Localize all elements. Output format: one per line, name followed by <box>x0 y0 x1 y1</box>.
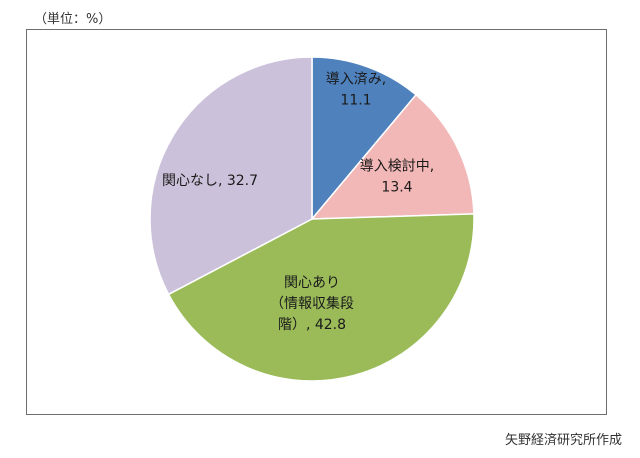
pie-chart: 導入済み, 11.1 導入検討中, 13.4 関心あり （情報収集段階）, 42.8 関心な… <box>149 56 475 382</box>
pie-slice-4 <box>149 56 313 296</box>
pie-slice-label-line: 11.1 <box>340 93 371 109</box>
pie-slice-label-1: 導入済み, 11.1 <box>326 72 386 109</box>
unit-label: （単位：%） <box>34 12 112 27</box>
pie-labels: 導入済み, 11.1 導入検討中, 13.4 関心あり （情報収集段階）, 42.8 関心な… <box>162 72 434 334</box>
pie-slice-label-line: 導入検討中, <box>360 159 434 175</box>
pie-slice-label-4: 関心なし, 32.7 <box>162 173 258 189</box>
pie-slice-3 <box>167 213 475 382</box>
pie-slice-label-line: 関心なし, 32.7 <box>162 173 258 189</box>
pie-slice-label-2: 導入検討中, 13.4 <box>360 159 434 196</box>
pie-slice-1 <box>311 56 418 222</box>
pie-slice-label-3: 関心あり （情報収集段階）, 42.8 <box>270 275 354 333</box>
source-label: 矢野経済研究所作成 <box>504 433 622 448</box>
chart-frame: 導入済み, 11.1 導入検討中, 13.4 関心あり （情報収集段階）, 42.8 関心な… <box>26 29 607 415</box>
pie-slice-label-line: 階）, 42.8 <box>278 317 346 333</box>
pie-slice-2 <box>310 93 475 220</box>
pie-slices <box>149 56 475 382</box>
pie-slice-label-line: 13.4 <box>381 180 412 196</box>
pie-slice-label-line: （情報収集段 <box>270 295 354 312</box>
pie-slice-label-line: 導入済み, <box>326 72 386 88</box>
pie-slice-label-line: 関心あり <box>284 275 340 291</box>
